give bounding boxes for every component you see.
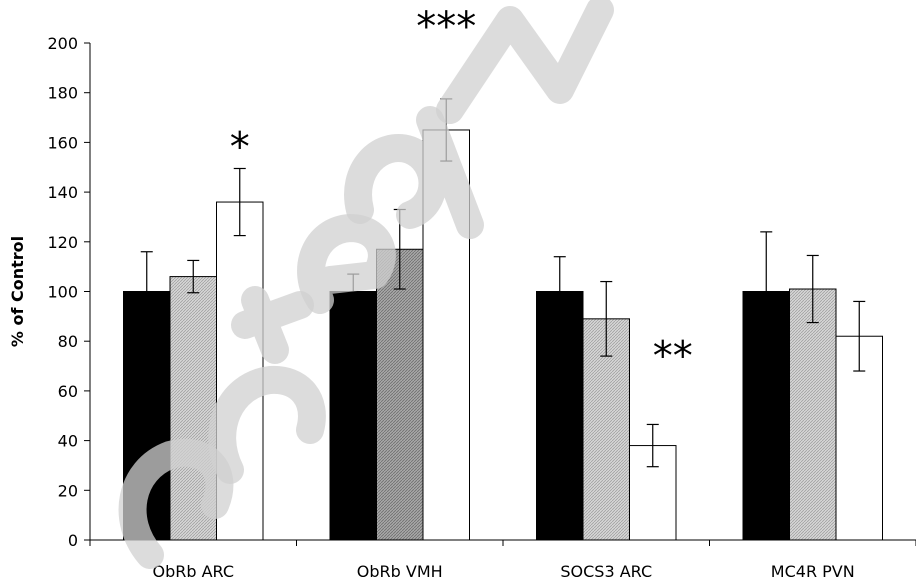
y-tick-label: 140	[47, 183, 78, 202]
bar	[329, 291, 377, 541]
bar	[376, 248, 424, 541]
accepted-manuscript-watermark	[118, 0, 614, 569]
y-tick-label: 80	[58, 332, 78, 351]
y-tick-label: 60	[58, 382, 78, 401]
x-tick-label: ObRb ARC	[152, 562, 234, 581]
y-tick-label: 200	[47, 34, 78, 53]
y-tick-label: 120	[47, 233, 78, 252]
y-axis-label: % of Control	[8, 236, 27, 347]
bar	[789, 288, 837, 541]
significance-marker: **	[653, 333, 693, 379]
y-tick-label: 160	[47, 133, 78, 152]
y-tick-label: 100	[47, 283, 78, 302]
y-tick-label: 180	[47, 84, 78, 103]
x-tick-label: MC4R PVN	[771, 562, 855, 581]
plot-area: 0 20 40 60 80 100 120 140 160 180 200 % of Control O…	[8, 4, 916, 581]
x-tick-label: SOCS3 ARC	[560, 562, 652, 581]
y-tick-label: 20	[58, 481, 78, 500]
bar	[536, 291, 584, 541]
significance-marker: ***	[416, 4, 476, 50]
significance-marker: *	[230, 124, 250, 170]
x-tick-label: ObRb VMH	[357, 562, 443, 581]
y-tick-label: 0	[68, 531, 78, 550]
y-tick-label: 40	[58, 432, 78, 451]
